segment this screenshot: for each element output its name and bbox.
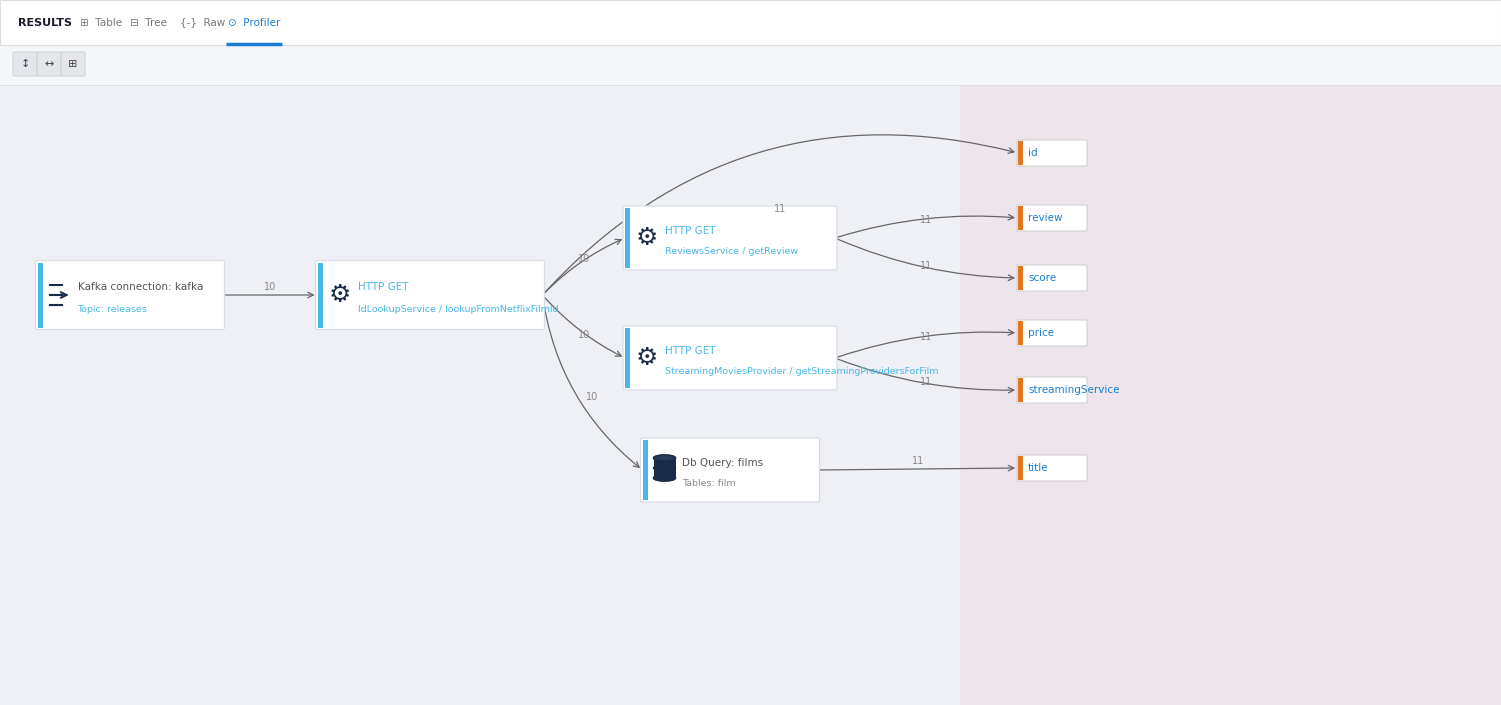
FancyBboxPatch shape bbox=[1018, 455, 1087, 481]
Text: ⊞: ⊞ bbox=[69, 59, 78, 69]
FancyBboxPatch shape bbox=[623, 326, 838, 390]
FancyBboxPatch shape bbox=[653, 458, 675, 478]
Text: ⊙  Profiler: ⊙ Profiler bbox=[228, 18, 281, 27]
Text: HTTP GET: HTTP GET bbox=[665, 226, 716, 235]
Ellipse shape bbox=[653, 465, 675, 471]
Text: 11: 11 bbox=[920, 377, 932, 387]
Text: 10: 10 bbox=[264, 282, 276, 292]
FancyBboxPatch shape bbox=[624, 208, 630, 268]
FancyBboxPatch shape bbox=[1018, 377, 1087, 403]
Text: ⚙: ⚙ bbox=[636, 346, 657, 370]
FancyBboxPatch shape bbox=[961, 85, 1501, 705]
Text: 11: 11 bbox=[920, 261, 932, 271]
FancyBboxPatch shape bbox=[1018, 456, 1024, 480]
FancyBboxPatch shape bbox=[315, 261, 545, 329]
Text: 11: 11 bbox=[911, 456, 925, 466]
FancyBboxPatch shape bbox=[623, 206, 838, 270]
Text: title: title bbox=[1028, 463, 1049, 473]
Text: score: score bbox=[1028, 273, 1057, 283]
FancyBboxPatch shape bbox=[0, 45, 1501, 85]
Text: id: id bbox=[1028, 148, 1037, 158]
FancyBboxPatch shape bbox=[36, 261, 225, 329]
Ellipse shape bbox=[653, 455, 675, 461]
FancyBboxPatch shape bbox=[38, 262, 42, 328]
FancyBboxPatch shape bbox=[1018, 141, 1024, 165]
FancyBboxPatch shape bbox=[641, 438, 820, 502]
Text: ↔: ↔ bbox=[45, 59, 54, 69]
Text: Kafka connection: kafka: Kafka connection: kafka bbox=[78, 282, 203, 292]
Text: IdLookupService / lookupFromNetflixFilmId: IdLookupService / lookupFromNetflixFilmI… bbox=[357, 305, 558, 314]
FancyBboxPatch shape bbox=[1018, 265, 1087, 291]
Text: 10: 10 bbox=[578, 329, 590, 340]
Text: ↕: ↕ bbox=[21, 59, 30, 69]
Ellipse shape bbox=[653, 475, 675, 481]
Text: HTTP GET: HTTP GET bbox=[665, 345, 716, 356]
FancyBboxPatch shape bbox=[1018, 266, 1024, 290]
FancyBboxPatch shape bbox=[1018, 320, 1087, 346]
Text: streamingService: streamingService bbox=[1028, 385, 1120, 395]
Text: 11: 11 bbox=[775, 204, 787, 214]
Text: ReviewsService / getReview: ReviewsService / getReview bbox=[665, 247, 799, 256]
FancyBboxPatch shape bbox=[1018, 205, 1087, 231]
FancyBboxPatch shape bbox=[0, 0, 1501, 45]
FancyBboxPatch shape bbox=[1018, 321, 1024, 345]
Text: {-}  Raw: {-} Raw bbox=[180, 18, 225, 27]
Text: Topic: releases: Topic: releases bbox=[78, 305, 147, 314]
Text: price: price bbox=[1028, 328, 1054, 338]
FancyBboxPatch shape bbox=[318, 262, 323, 328]
FancyBboxPatch shape bbox=[1018, 378, 1024, 402]
FancyBboxPatch shape bbox=[1018, 206, 1024, 230]
Text: StreamingMoviesProvider / getStreamingProvidersForFilm: StreamingMoviesProvider / getStreamingPr… bbox=[665, 367, 938, 376]
FancyBboxPatch shape bbox=[14, 52, 38, 76]
FancyBboxPatch shape bbox=[624, 328, 630, 388]
Text: 10: 10 bbox=[587, 393, 599, 403]
Text: RESULTS: RESULTS bbox=[18, 18, 72, 27]
Text: 10: 10 bbox=[578, 254, 590, 264]
Text: HTTP GET: HTTP GET bbox=[357, 282, 408, 292]
FancyBboxPatch shape bbox=[1018, 140, 1087, 166]
Ellipse shape bbox=[653, 475, 675, 481]
Text: 11: 11 bbox=[920, 215, 932, 225]
Text: Tables: film: Tables: film bbox=[683, 479, 735, 488]
Text: ⊞  Table: ⊞ Table bbox=[80, 18, 122, 27]
Text: ⊟  Tree: ⊟ Tree bbox=[131, 18, 167, 27]
Text: 11: 11 bbox=[920, 333, 932, 343]
Text: ⚙: ⚙ bbox=[329, 283, 351, 307]
Text: Db Query: films: Db Query: films bbox=[683, 458, 764, 468]
FancyBboxPatch shape bbox=[62, 52, 86, 76]
Text: review: review bbox=[1028, 213, 1063, 223]
Text: ⚙: ⚙ bbox=[636, 226, 657, 250]
FancyBboxPatch shape bbox=[642, 440, 647, 500]
Ellipse shape bbox=[653, 455, 675, 461]
FancyBboxPatch shape bbox=[38, 52, 62, 76]
